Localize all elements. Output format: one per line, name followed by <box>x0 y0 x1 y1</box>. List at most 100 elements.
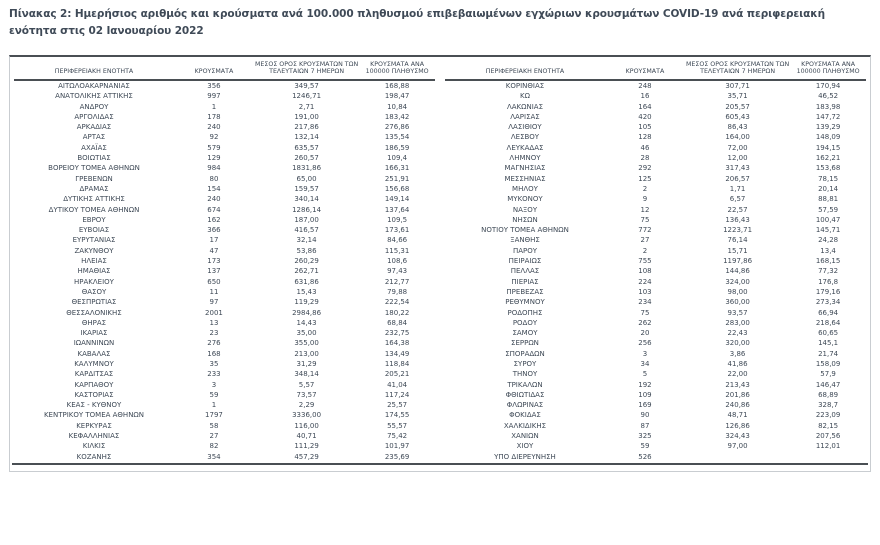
region-name-cell: ΑΧΑΪΑΣ <box>81 143 107 152</box>
per-100k-cell: 137,64 <box>384 205 410 214</box>
cases-cell: 9 <box>642 195 648 204</box>
per-100k-cell: 186,59 <box>384 143 410 152</box>
per-100k-cell: 153,68 <box>815 164 841 173</box>
region-name-cell: ΑΡΓΟΛΙΔΑΣ <box>74 112 114 121</box>
avg-7day-cell: 6,57 <box>729 195 746 204</box>
cases-cell: 1 <box>211 401 217 410</box>
cases-cell: 169 <box>638 401 652 410</box>
region-name-cell: ΖΑΚΥΝΘΟΥ <box>74 246 114 255</box>
avg-7day-cell: 3336,00 <box>292 411 322 420</box>
table-row: ΙΚΑΡΙΑΣ 23 35,00 232,75 <box>14 328 435 338</box>
region-name-cell: ΔΡΑΜΑΣ <box>79 184 109 193</box>
cases-cell: 47 <box>209 246 219 255</box>
cases-cell: 154 <box>207 184 221 193</box>
table-row: ΕΥΡΥΤΑΝΙΑΣ 17 32,14 84,66 <box>14 235 435 245</box>
cases-cell: 526 <box>638 452 652 461</box>
avg-7day-cell: 187,00 <box>294 215 319 224</box>
avg-7day-cell: 1,71 <box>729 184 746 193</box>
regions-table-right: ΠΕΡΙΦΕΡΕΙΑΚΗ ΕΝΟΤΗΤΑ ΚΡΟΥΣΜΑΤΑ ΜΕΣΟΣ ΟΡΟ… <box>445 58 866 462</box>
per-100k-cell: 205,21 <box>384 370 410 379</box>
region-name-cell: ΧΙΟΥ <box>516 442 534 451</box>
avg-7day-cell: 240,86 <box>725 401 750 410</box>
region-name-cell: ΠΕΙΡΑΙΩΣ <box>508 257 542 266</box>
region-name-cell: ΜΥΚΟΝΟΥ <box>507 195 543 204</box>
per-100k-cell: 20,14 <box>818 184 839 193</box>
per-100k-cell: 180,22 <box>384 308 410 317</box>
table-row: ΜΥΚΟΝΟΥ 9 6,57 88,81 <box>445 194 866 204</box>
avg-7day-cell: 159,57 <box>294 184 319 193</box>
avg-7day-cell: 35,00 <box>296 329 317 338</box>
avg-7day-cell: 22,57 <box>727 205 748 214</box>
per-100k-cell: 109,5 <box>387 215 408 224</box>
table-row: ΘΑΣΟΥ 11 15,43 79,88 <box>14 287 435 297</box>
cases-cell: 276 <box>207 339 221 348</box>
region-name-cell: ΕΥΒΟΙΑΣ <box>78 226 110 235</box>
per-100k-cell: 115,31 <box>384 246 410 255</box>
region-name-cell: ΚΕΦΑΛΛΗΝΙΑΣ <box>68 432 120 441</box>
region-name-cell: ΛΑΡΙΣΑΣ <box>510 112 540 121</box>
region-name-cell: ΣΕΡΡΩΝ <box>511 339 539 348</box>
region-name-cell: ΧΑΝΙΩΝ <box>511 432 539 441</box>
per-100k-cell: 148,09 <box>815 133 841 142</box>
region-name-cell: ΚΑΒΑΛΑΣ <box>77 349 111 358</box>
per-100k-cell: 168,88 <box>384 81 410 90</box>
table-row: ΜΗΛΟΥ 2 1,71 20,14 <box>445 184 866 194</box>
avg-7day-cell: 93,57 <box>727 308 748 317</box>
avg-7day-cell: 41,86 <box>727 360 748 368</box>
region-name-cell: ΘΕΣΣΑΛΟΝΙΚΗΣ <box>66 308 122 317</box>
avg-7day-cell: 605,43 <box>725 112 750 121</box>
cases-cell: 90 <box>640 411 650 420</box>
cases-cell: 997 <box>207 92 221 101</box>
cases-cell: 420 <box>638 112 652 121</box>
cases-cell: 233 <box>207 370 221 379</box>
avg-7day-cell: 111,29 <box>294 442 319 451</box>
region-name-cell: ΑΝΔΡΟΥ <box>79 102 109 111</box>
per-100k-cell: 273,34 <box>815 298 841 307</box>
table-row: ΚΕΦΑΛΛΗΝΙΑΣ 27 40,71 75,42 <box>14 431 435 441</box>
region-name-cell: ΘΗΡΑΣ <box>81 318 107 327</box>
per-100k-cell: 41,04 <box>387 380 408 389</box>
table-row: ΔΡΑΜΑΣ 154 159,57 156,68 <box>14 184 435 194</box>
region-name-cell: ΓΡΕΒΕΝΩΝ <box>75 174 113 183</box>
avg-7day-cell: 14,43 <box>296 318 317 327</box>
avg-7day-cell: 324,00 <box>725 277 750 286</box>
region-name-cell: ΛΑΚΩΝΙΑΣ <box>506 102 543 111</box>
cases-cell: 105 <box>638 123 652 132</box>
region-name-cell: ΚΩ <box>520 92 530 101</box>
table-row: ΡΟΔΟΥ 262 283,00 218,64 <box>445 318 866 328</box>
table-row: ΠΕΙΡΑΙΩΣ 755 1197,86 168,15 <box>445 256 866 266</box>
per-100k-cell: 66,94 <box>818 308 839 317</box>
avg-7day-cell: 119,29 <box>294 298 319 307</box>
table-row: ΘΗΡΑΣ 13 14,43 68,84 <box>14 318 435 328</box>
per-100k-cell: 207,56 <box>815 432 841 441</box>
cases-cell: 58 <box>209 421 219 430</box>
region-name-cell: ΝΑΞΟΥ <box>512 205 538 214</box>
cases-cell: 12 <box>640 205 650 214</box>
region-name-cell: ΘΕΣΠΡΩΤΙΑΣ <box>71 298 117 307</box>
region-name-cell: ΛΑΣΙΘΙΟΥ <box>508 123 542 132</box>
table-row: ΦΛΩΡΙΝΑΣ 169 240,86 328,7 <box>445 400 866 410</box>
avg-7day-cell: 283,00 <box>725 318 750 327</box>
per-100k-cell: 222,54 <box>384 298 410 307</box>
per-100k-cell: 145,71 <box>815 226 841 235</box>
per-100k-cell: 112,01 <box>815 442 841 451</box>
table-row: ΝΑΞΟΥ 12 22,57 57,59 <box>445 204 866 214</box>
per-100k-cell: 162,21 <box>815 154 841 163</box>
covid-region-table: ΠΕΡΙΦΕΡΕΙΑΚΗ ΕΝΟΤΗΤΑ ΚΡΟΥΣΜΑΤΑ ΜΕΣΟΣ ΟΡΟ… <box>9 54 871 472</box>
avg-7day-cell: 213,00 <box>294 349 319 358</box>
region-name-cell: ΥΠΟ ΔΙΕΡΕΥΝΗΣΗ <box>494 452 556 461</box>
region-name-cell: ΕΥΡΥΤΑΝΙΑΣ <box>72 236 116 245</box>
table-row: ΧΑΛΚΙΔΙΚΗΣ 87 126,86 82,15 <box>445 421 866 431</box>
avg-7day-cell: 324,43 <box>725 432 750 441</box>
avg-7day-cell: 213,43 <box>725 380 750 389</box>
table-row: ΚΑΛΥΜΝΟΥ 35 31,29 118,84 <box>14 359 435 369</box>
cases-cell: 5 <box>642 370 648 379</box>
region-name-cell: ΠΡΕΒΕΖΑΣ <box>506 287 544 296</box>
avg-7day-cell: 116,00 <box>294 421 319 430</box>
cases-cell: 1797 <box>205 411 223 420</box>
avg-7day-cell: 360,00 <box>725 298 750 307</box>
avg-7day-cell: 144,86 <box>725 267 750 276</box>
avg-7day-cell: 317,43 <box>725 164 750 173</box>
cases-cell: 87 <box>640 421 650 430</box>
cases-cell: 356 <box>207 81 221 90</box>
